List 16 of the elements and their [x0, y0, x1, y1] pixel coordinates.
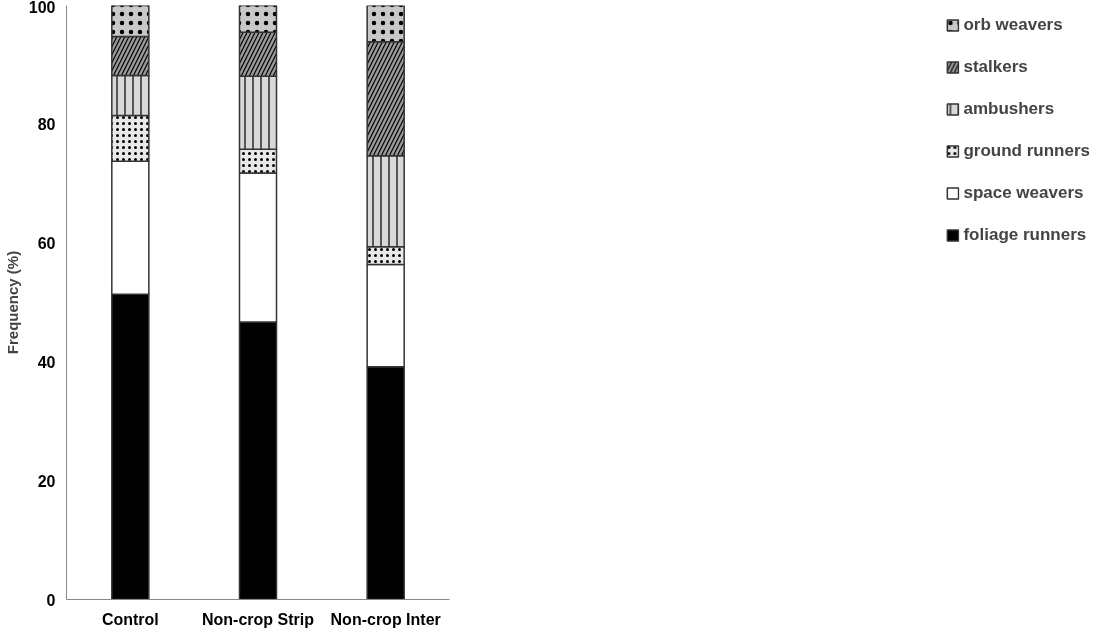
y-tick-label: 40 — [37, 353, 56, 371]
y-axis-title: Frequency (%) — [3, 250, 21, 355]
legend-label: orb weavers — [963, 15, 1063, 35]
legend-label: space weavers — [963, 183, 1084, 203]
legend-label: ground runners — [963, 141, 1090, 161]
y-tick-label: 100 — [28, 0, 56, 16]
x-tick-label: Non-crop Strip — [202, 610, 315, 628]
y-tick-label: 20 — [37, 472, 56, 490]
legend-label: ambushers — [963, 99, 1055, 119]
y-tick-label: 60 — [37, 235, 56, 253]
x-tick-label: Control — [101, 610, 159, 628]
legend-label: foliage runners — [963, 225, 1087, 245]
legend-label: stalkers — [963, 57, 1028, 77]
y-tick-label: 80 — [37, 116, 56, 134]
y-tick-label: 0 — [46, 591, 56, 609]
x-tick-label: Non-crop Inter — [330, 610, 441, 628]
